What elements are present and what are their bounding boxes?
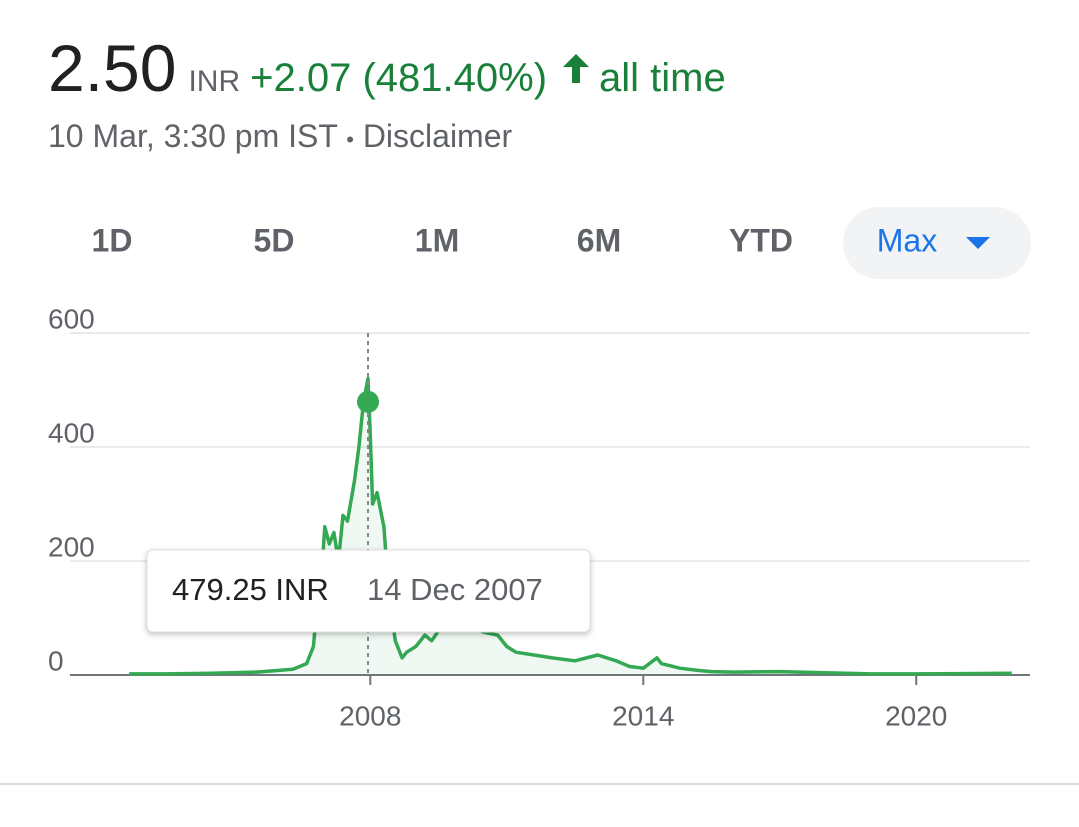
tooltip-date: 14 Dec 2007 [367, 572, 543, 607]
currency: INR [188, 65, 241, 98]
range-tab[interactable]: 1D [92, 222, 133, 258]
timestamp: 10 Mar, 3:30 pm IST [48, 118, 338, 154]
y-tick-label: 0 [48, 645, 64, 676]
quote-header: 2.50 INR +2.07 (481.40%) all time [48, 30, 726, 106]
hover-point [357, 390, 380, 413]
disclaimer[interactable]: Disclaimer [362, 118, 513, 154]
range-tab[interactable]: YTD [729, 222, 793, 258]
y-tick-label: 600 [48, 303, 95, 334]
price: 2.50 [48, 31, 177, 105]
dropdown-icon[interactable] [966, 237, 990, 249]
up-arrow [563, 54, 590, 83]
x-tick-label: 2020 [885, 700, 947, 731]
range-tab[interactable]: 5D [254, 222, 295, 258]
range-tab[interactable]: 6M [577, 222, 621, 258]
price-line [129, 376, 1012, 676]
range-tab[interactable]: Max [877, 222, 937, 258]
tooltip-box [146, 549, 591, 633]
y-tick-label: 200 [48, 531, 95, 562]
change: +2.07 (481.40%) [250, 56, 548, 100]
separator: • [346, 127, 354, 152]
x-tick-label: 2014 [612, 700, 674, 731]
range-tab[interactable]: 1M [415, 222, 459, 258]
subheader: 10 Mar, 3:30 pm IST • Disclaimer [48, 118, 512, 155]
period: all time [599, 56, 726, 100]
tab-selected-bg [843, 207, 1031, 279]
y-tick-label: 400 [48, 417, 95, 448]
tooltip-value: 479.25 INR [172, 572, 329, 607]
x-tick-label: 2008 [339, 700, 401, 731]
